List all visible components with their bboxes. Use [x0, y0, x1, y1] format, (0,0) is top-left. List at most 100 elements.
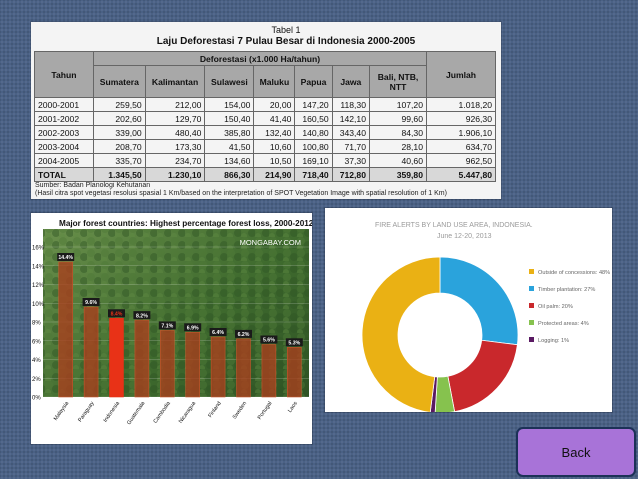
value-label: 9.6% [85, 300, 97, 306]
value-label: 14.4% [58, 255, 73, 261]
bar-guatemala [134, 319, 150, 398]
table-cell: 339,00 [93, 125, 146, 140]
y-tick-label: 2% [32, 377, 41, 383]
y-tick-label: 8% [32, 321, 41, 327]
value-label-bg [158, 321, 176, 330]
legend-swatch [529, 286, 534, 291]
table-cell: 118,30 [331, 97, 371, 112]
x-tick-label: Laos [287, 401, 299, 414]
table-cell: 10,50 [253, 153, 296, 168]
value-label: 5.3% [288, 341, 300, 347]
table-cell: 41,40 [253, 111, 296, 126]
value-label-bg [82, 298, 100, 306]
table-cell: 866,30 [204, 167, 255, 182]
row-total: 926,30 [426, 111, 496, 126]
row-total: 962,50 [426, 153, 496, 168]
table-cell: 134,60 [204, 153, 255, 168]
bar-chart-svg: Major forest countries: Highest percenta… [31, 213, 312, 444]
bar-nicaragua [185, 332, 200, 398]
table-row: 2004-2005 335,70 234,70 134,60 10,50 169… [34, 153, 496, 168]
value-label: 6.9% [187, 326, 199, 332]
table-row: 2001-2002 202,60 129,70 150,40 41,40 160… [34, 111, 496, 126]
table-cell: 129,70 [144, 111, 206, 126]
donut-slice-0 [361, 256, 441, 412]
table-cell: 20,00 [253, 97, 296, 112]
value-label: 7.1% [161, 324, 173, 330]
y-tick-label: 10% [32, 302, 45, 308]
bar-portugal [261, 344, 277, 398]
value-label: 8.4% [111, 311, 123, 317]
col-header-province: Bali, NTB, NTT [369, 65, 427, 98]
y-tick-label: 12% [32, 283, 45, 289]
table-cell: 150,40 [204, 111, 255, 126]
table-cell: 107,20 [369, 97, 427, 112]
table-source: Sumber: Badan Planologi Kehutanan [35, 182, 151, 189]
table-cell: 343,40 [331, 125, 371, 140]
bar-indonesia [109, 317, 124, 398]
legend-label: Protected areas: 4% [538, 321, 589, 327]
fire-alerts-donut-chart: FIRE ALERTS BY LAND USE AREA, INDONESIA.… [325, 208, 612, 412]
value-label-bg [235, 329, 252, 338]
table-cell: 169,10 [294, 153, 333, 168]
value-label-bg [108, 309, 125, 318]
value-label: 6.2% [238, 332, 250, 338]
table-cell: 712,80 [331, 167, 371, 182]
y-tick-label: 14% [32, 264, 45, 270]
legend-swatch [529, 303, 534, 308]
bar-finland [210, 336, 226, 398]
table-cell: 335,70 [93, 153, 146, 168]
donut-chart-subtitle: June 12-20, 2013 [437, 233, 492, 240]
table-row: 2003-2004 208,70 173,30 41,50 10,60 100,… [34, 139, 496, 154]
donut-chart-title: FIRE ALERTS BY LAND USE AREA, INDONESIA. [375, 222, 533, 229]
table-cell: 259,50 [93, 97, 146, 112]
table-cell: 132,40 [253, 125, 296, 140]
value-label-bg [57, 253, 75, 261]
legend-swatch [529, 320, 534, 325]
row-total: 1.018,20 [426, 97, 496, 112]
mongabay-watermark: MONGABAY.COM [240, 238, 301, 247]
col-header-province: Sulawesi [204, 65, 255, 98]
table-cell: 84,30 [369, 125, 427, 140]
bar-laos [287, 347, 302, 398]
forest-loss-bar-chart: Major forest countries: Highest percenta… [31, 213, 312, 444]
deforestation-table-image: Tabel 1 Laju Deforestasi 7 Pulau Besar d… [31, 22, 501, 199]
col-header-province: Kalimantan [144, 65, 206, 98]
row-year: 2001-2002 [34, 111, 94, 126]
bar-malaysia [58, 261, 73, 398]
row-year: 2004-2005 [34, 153, 94, 168]
table-cell: 142,10 [331, 111, 371, 126]
table-title: Laju Deforestasi 7 Pulau Besar di Indone… [156, 36, 416, 47]
back-button[interactable]: Back [516, 427, 636, 477]
donut-chart-svg: FIRE ALERTS BY LAND USE AREA, INDONESIA.… [325, 208, 612, 412]
col-group-header: Deforestasi (x1.000 Ha/tahun) [93, 51, 427, 66]
value-label: 6.4% [212, 330, 224, 336]
table-cell: 234,70 [144, 153, 206, 168]
row-year: 2002-2003 [34, 125, 94, 140]
value-label-bg [260, 335, 278, 344]
table-cell: 99,60 [369, 111, 427, 126]
legend-label: Timber plantation: 27% [538, 287, 595, 293]
value-label-bg [184, 323, 202, 332]
table-cell: 214,90 [253, 167, 296, 182]
row-total: 1.906,10 [426, 125, 496, 140]
table-cell: 160,50 [294, 111, 333, 126]
deforestation-table: Tahun Deforestasi (x1.000 Ha/tahun) Juml… [34, 51, 496, 182]
legend-label: Logging: 1% [538, 338, 569, 344]
table-cell: 1.345,50 [93, 167, 146, 182]
bar-chart-title: Major forest countries: Highest percenta… [59, 219, 312, 228]
col-header-province: Jawa [331, 65, 371, 98]
value-label-bg [285, 338, 303, 347]
table-row: 2002-2003 339,00 480,40 385,80 132,40 14… [34, 125, 496, 140]
row-year: 2003-2004 [34, 139, 94, 154]
value-label-bg [209, 328, 227, 336]
table-row: 2000-2001 259,50 212,00 154,00 20,00 147… [34, 97, 496, 112]
bar-sweden [236, 338, 251, 398]
table-cell: 71,70 [331, 139, 371, 154]
bar-paraguay [83, 306, 99, 398]
table-cell: 173,30 [144, 139, 206, 154]
table-cell: 480,40 [144, 125, 206, 140]
table-cell: 28,10 [369, 139, 427, 154]
bar-cambodia [160, 330, 175, 398]
col-header-jumlah: Jumlah [426, 51, 496, 98]
value-label: 8.2% [136, 313, 148, 319]
